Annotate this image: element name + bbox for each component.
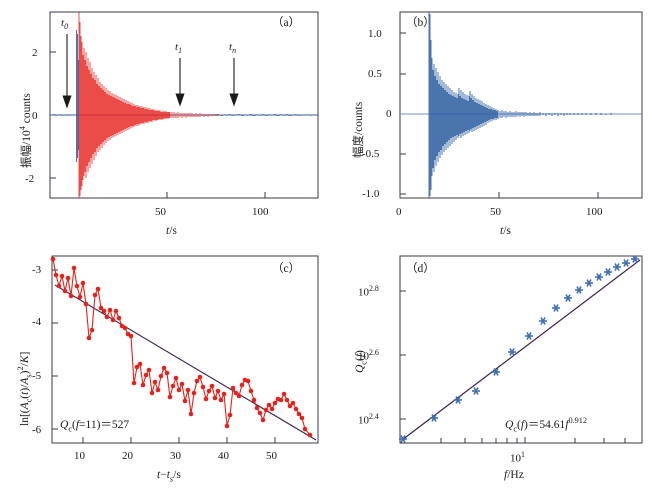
panel-a-marker-t0-sub: 0: [64, 22, 69, 32]
panel-a-ytick-0: 0: [32, 110, 38, 122]
panel-d-data-markers: [399, 255, 639, 443]
panel-d-ytick-28: 102.8: [358, 284, 379, 299]
panel-a-plot: [49, 11, 319, 199]
panel-c-annotation: Qc(f=11)＝527: [60, 419, 130, 434]
panel-a-x-label-symbol: t: [166, 225, 170, 237]
panel-a-red-trace: [78, 12, 219, 198]
panel-a-marker-tn-sym: t: [229, 41, 233, 53]
panel-a-marker-tn-sub: n: [232, 46, 237, 56]
panel-a-marker-t0-sym: t: [61, 17, 65, 29]
panel-c-x-axis-label: t−ts/s: [157, 469, 181, 484]
panel-d-x-label-symbol: f: [504, 469, 508, 481]
panel-c-axes-frame: [51, 255, 319, 444]
marker-asterisk: [492, 368, 500, 376]
marker-asterisk: [604, 268, 612, 276]
panel-a-xtick-50: 50: [155, 206, 166, 218]
panel-a-tag: （a）: [272, 17, 301, 29]
panel-b-x-axis-label: t/s: [500, 225, 511, 237]
panel-a-x-label-unit: /s: [169, 225, 177, 237]
panel-a-ytick-m2: -2: [25, 173, 35, 185]
panel-a-marker-t1-sym: t: [175, 41, 179, 53]
panel-d-ytick-24: 102.4: [358, 412, 379, 427]
marker-asterisk: [564, 294, 572, 302]
panel-b-filtered-trace: 幅度/counts 1.0 0.5 0 -0.5 -1.0 0 50 100 t…: [330, 0, 652, 248]
panel-d-axes-frame: [399, 255, 643, 444]
panel-a-marker-arrow-t0: [62, 34, 72, 109]
panel-a-marker-label-tn: tn: [229, 41, 236, 55]
panel-d-x-minor-ticks: [440, 437, 626, 443]
panel-d-ytick-26: 102.6: [358, 348, 379, 363]
panel-c-ytick-m4: -4: [32, 316, 42, 328]
panel-d-fit-line: [401, 259, 641, 441]
panel-d-x-label-unit: /Hz: [507, 469, 524, 481]
marker-asterisk: [631, 255, 639, 263]
marker-asterisk: [454, 396, 462, 404]
marker-asterisk: [472, 387, 480, 395]
panel-c-ytick-m5: -5: [32, 370, 42, 382]
panel-a-axes-frame: [49, 11, 319, 199]
marker-asterisk: [622, 259, 630, 267]
panel-b-ytick-m05: -0.5: [362, 148, 380, 160]
panel-a-marker-label-t0: t0: [61, 17, 68, 31]
panel-a-blue-trace: [50, 30, 318, 162]
panel-a-x-axis-label: t/s: [166, 225, 177, 237]
panel-d-xtick-10: 101: [510, 450, 525, 465]
panel-c-ytick-m3: -3: [32, 264, 42, 276]
panel-d-tag: （d）: [406, 263, 435, 275]
panel-a-marker-arrow-tn: [229, 58, 239, 107]
panel-b-xtick-100: 100: [586, 206, 603, 218]
panel-b-axes-frame: [399, 11, 643, 199]
panel-c-xtick-20: 20: [122, 450, 133, 462]
panel-b-ytick-1: 1.0: [368, 28, 382, 40]
marker-asterisk: [508, 348, 516, 356]
panel-a-seismogram: 振幅/104 counts 2 0 -2 50 100 t/s （a）: [0, 0, 330, 248]
panel-a-xtick-100: 100: [252, 206, 269, 218]
panel-c-plot: [50, 255, 319, 444]
panel-c-tag: （c）: [272, 263, 301, 275]
marker-asterisk: [575, 286, 583, 294]
marker-asterisk: [525, 332, 533, 340]
marker-asterisk: [613, 263, 621, 271]
panel-b-tag: （b）: [406, 17, 435, 29]
panel-a-ytick-2: 2: [32, 47, 38, 59]
marker-asterisk: [595, 273, 603, 281]
panel-c-xtick-30: 30: [170, 450, 181, 462]
panel-b-plot: [399, 11, 643, 199]
panel-c-xtick-40: 40: [218, 450, 229, 462]
marker-asterisk: [399, 435, 407, 443]
panel-c-ytick-m6: -6: [32, 424, 42, 436]
marker-asterisk: [552, 304, 560, 312]
marker-asterisk: [539, 317, 547, 325]
panel-b-ytick-05: 0.5: [368, 68, 382, 80]
marker-asterisk: [430, 414, 438, 422]
panel-c-fit-line: [54, 284, 317, 441]
panel-d-x-axis-label: f/Hz: [504, 469, 524, 481]
panel-a-marker-t1-sub: 1: [178, 46, 183, 56]
panel-c-xtick-50: 50: [266, 450, 277, 462]
panel-a-marker-arrow-t1: [175, 58, 185, 107]
panel-d-annotation: Qc(f)＝54.61f0.912: [505, 416, 588, 434]
panel-b-filtered-trace-line: [428, 12, 612, 198]
panel-d-q-vs-frequency: Qc(f) 102.8 102.6 102.4 101 f/Hz （d） Qc(…: [330, 248, 652, 493]
panel-b-ytick-m1: -1.0: [362, 188, 380, 200]
panel-c-data-markers: [50, 256, 313, 438]
panel-a-marker-label-t1: t1: [175, 41, 182, 55]
marker-asterisk: [585, 279, 593, 287]
panel-b-x-label-symbol: t: [500, 225, 504, 237]
panel-b-ytick-0: 0: [386, 108, 392, 120]
panel-c-coda-decay: ln[(Ac(t)/As)2/K] -3 -4 -5 -6 10 20 30 4…: [0, 248, 330, 493]
panel-b-xtick-0: 0: [396, 206, 402, 218]
panel-b-x-label-unit: /s: [503, 225, 511, 237]
panel-d-plot: [399, 255, 643, 444]
panel-b-xtick-50: 50: [490, 206, 501, 218]
panel-c-xtick-10: 10: [74, 450, 85, 462]
